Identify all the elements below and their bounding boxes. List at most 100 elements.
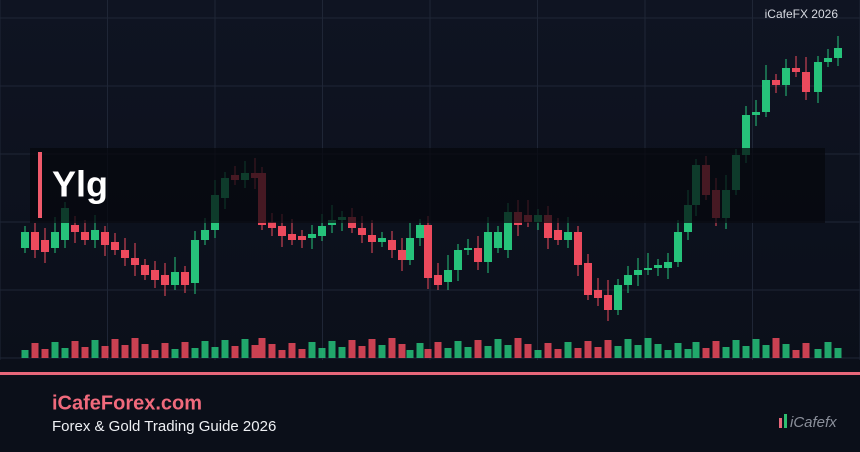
volume-bar — [772, 338, 780, 358]
volume-bar — [388, 338, 396, 358]
title: Ylg — [52, 164, 108, 205]
candle-body — [824, 58, 832, 62]
logo-icon — [784, 414, 787, 428]
volume-bar — [278, 350, 286, 358]
candle-body — [151, 270, 159, 280]
volume-bar — [564, 342, 572, 358]
volume-bar — [201, 341, 209, 358]
volume-bar — [51, 342, 59, 358]
candle-body — [494, 232, 502, 248]
candle-body — [191, 240, 199, 283]
candle-body — [772, 80, 780, 85]
volume-bar — [61, 348, 69, 358]
volume-bars — [21, 338, 842, 358]
volume-bar — [614, 346, 622, 358]
volume-bar — [454, 341, 462, 358]
volume-bar — [484, 346, 492, 358]
candle-body — [782, 68, 790, 85]
candle-body — [368, 235, 376, 242]
candle-body — [406, 238, 414, 260]
volume-bar — [792, 350, 800, 358]
candle-body — [131, 258, 139, 265]
volume-bar — [101, 346, 109, 358]
volume-bar — [504, 345, 512, 358]
candle-body — [61, 208, 69, 240]
candle-body — [378, 238, 386, 242]
volume-bar — [338, 347, 346, 358]
candle-body — [574, 232, 582, 265]
candle-body — [792, 68, 800, 72]
volume-bar — [251, 345, 259, 358]
volume-bar — [141, 344, 149, 358]
volume-bar — [328, 341, 336, 358]
candle-body — [121, 250, 129, 258]
candle-body — [584, 263, 592, 295]
volume-bar — [416, 343, 424, 358]
candle-body — [834, 48, 842, 58]
candle-body — [101, 232, 109, 245]
volume-bar — [554, 349, 562, 358]
candle-body — [81, 232, 89, 240]
candle-body — [268, 222, 276, 228]
candle-body — [424, 225, 432, 278]
volume-bar — [21, 350, 29, 358]
volume-bar — [814, 349, 822, 358]
candle-body — [644, 268, 652, 270]
candle-body — [278, 226, 286, 236]
candle-body — [484, 232, 492, 262]
volume-bar — [434, 342, 442, 358]
volume-bar — [211, 347, 219, 358]
candle-body — [554, 230, 562, 240]
volume-bar — [348, 340, 356, 358]
candle-body — [201, 230, 209, 240]
candle-body — [654, 265, 662, 268]
candle-body — [634, 270, 642, 275]
candle-body — [674, 232, 682, 262]
badge: iCafeFX 2026 — [765, 7, 839, 21]
volume-bar — [494, 339, 502, 358]
candle-body — [318, 226, 326, 236]
candle-body — [802, 72, 810, 92]
volume-bar — [111, 339, 119, 358]
volume-bar — [121, 345, 129, 358]
candle-body — [434, 275, 442, 285]
volume-bar — [594, 347, 602, 358]
volume-bar — [664, 350, 672, 358]
volume-bar — [732, 340, 740, 358]
volume-bar — [474, 340, 482, 358]
candle-body — [21, 232, 29, 248]
candle-body — [594, 290, 602, 298]
volume-bar — [131, 338, 139, 358]
candle-body — [564, 232, 572, 240]
volume-bar — [634, 345, 642, 358]
candle-body — [398, 250, 406, 260]
volume-bar — [834, 348, 842, 358]
candle-body — [181, 272, 189, 285]
volume-bar — [221, 340, 229, 358]
volume-bar — [171, 349, 179, 358]
volume-bar — [712, 341, 720, 358]
footer — [0, 360, 860, 452]
candle-body — [41, 240, 49, 252]
candle-body — [298, 236, 306, 240]
tagline: Forex & Gold Trading Guide 2026 — [52, 418, 276, 435]
candle-body — [288, 234, 296, 240]
title-box — [30, 148, 825, 223]
candle-body — [31, 232, 39, 250]
volume-bar — [674, 343, 682, 358]
volume-bar — [191, 348, 199, 358]
logo: iCafefx — [790, 414, 837, 431]
volume-bar — [624, 339, 632, 358]
volume-bar — [231, 346, 239, 358]
candle-body — [814, 62, 822, 92]
site-name: iCafeForex.com — [52, 392, 202, 414]
volume-bar — [358, 346, 366, 358]
candle-body — [624, 275, 632, 285]
candle-body — [141, 265, 149, 275]
volume-bar — [268, 344, 276, 358]
volume-bar — [181, 342, 189, 358]
volume-bar — [161, 343, 169, 358]
candle-body — [358, 228, 366, 235]
